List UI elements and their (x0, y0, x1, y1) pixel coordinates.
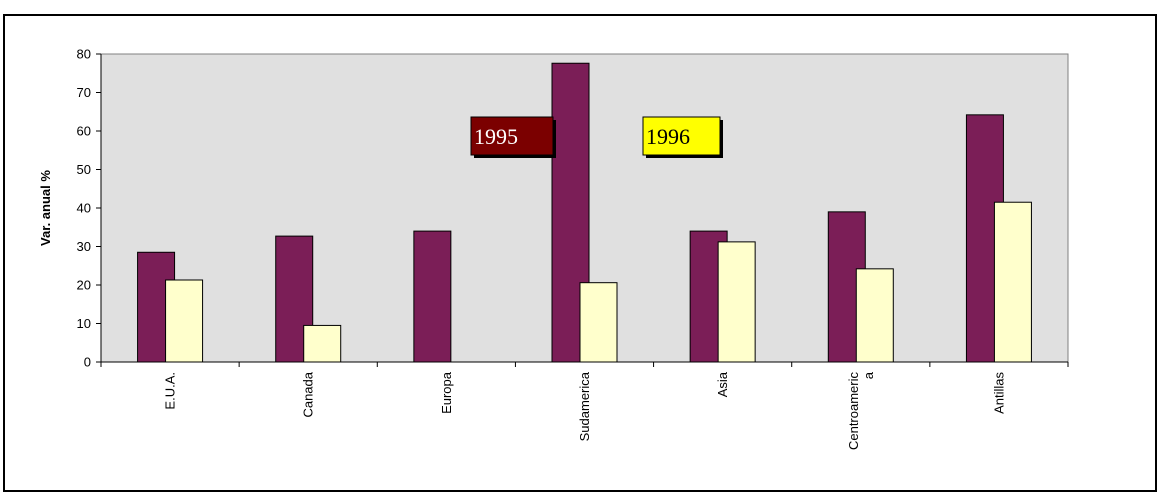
y-tick-label: 40 (77, 201, 91, 216)
category-label: Asia (715, 371, 730, 397)
legend-box-1995 (470, 116, 554, 156)
legend: 1995 1996 (470, 116, 723, 158)
y-tick-label: 30 (77, 239, 91, 254)
y-tick-label: 70 (77, 85, 91, 100)
category-label: Europa (439, 371, 454, 414)
bar-1996-6 (993, 201, 1032, 363)
y-tick-labels: 0 10 20 30 40 50 60 70 80 (77, 47, 91, 370)
bars-layer (137, 62, 1032, 363)
axes-layer (96, 53, 1069, 367)
bar-1995-2 (413, 230, 452, 363)
bar-1996-3 (579, 282, 618, 363)
category-labels: E.U.A. Canada Europa Sudamerica Asia Centroam… (163, 371, 1007, 450)
category-label: Sudamerica (577, 371, 592, 441)
legend-box-1996 (642, 116, 721, 156)
y-tick-label: 20 (77, 278, 91, 293)
legend-label-1995: 1995 (474, 124, 518, 149)
bar-1996-1 (303, 324, 342, 363)
y-axis-label: Var. anual % (38, 170, 53, 246)
bar-1996-0 (165, 279, 204, 363)
legend-label-1996: 1996 (646, 124, 690, 149)
y-tick-label: 50 (77, 162, 91, 177)
category-label: Canada (301, 371, 316, 417)
y-tick-label: 10 (77, 316, 91, 331)
category-label: E.U.A. (163, 372, 178, 410)
category-label: Antillas (991, 372, 1006, 414)
y-tick-label: 80 (77, 47, 91, 62)
bar-1996-4 (717, 241, 756, 363)
y-tick-label: 0 (84, 355, 91, 370)
bar-1996-5 (855, 268, 894, 363)
y-tick-label: 60 (77, 124, 91, 139)
category-label: Centroameric (846, 372, 861, 451)
category-label: a (861, 371, 876, 379)
